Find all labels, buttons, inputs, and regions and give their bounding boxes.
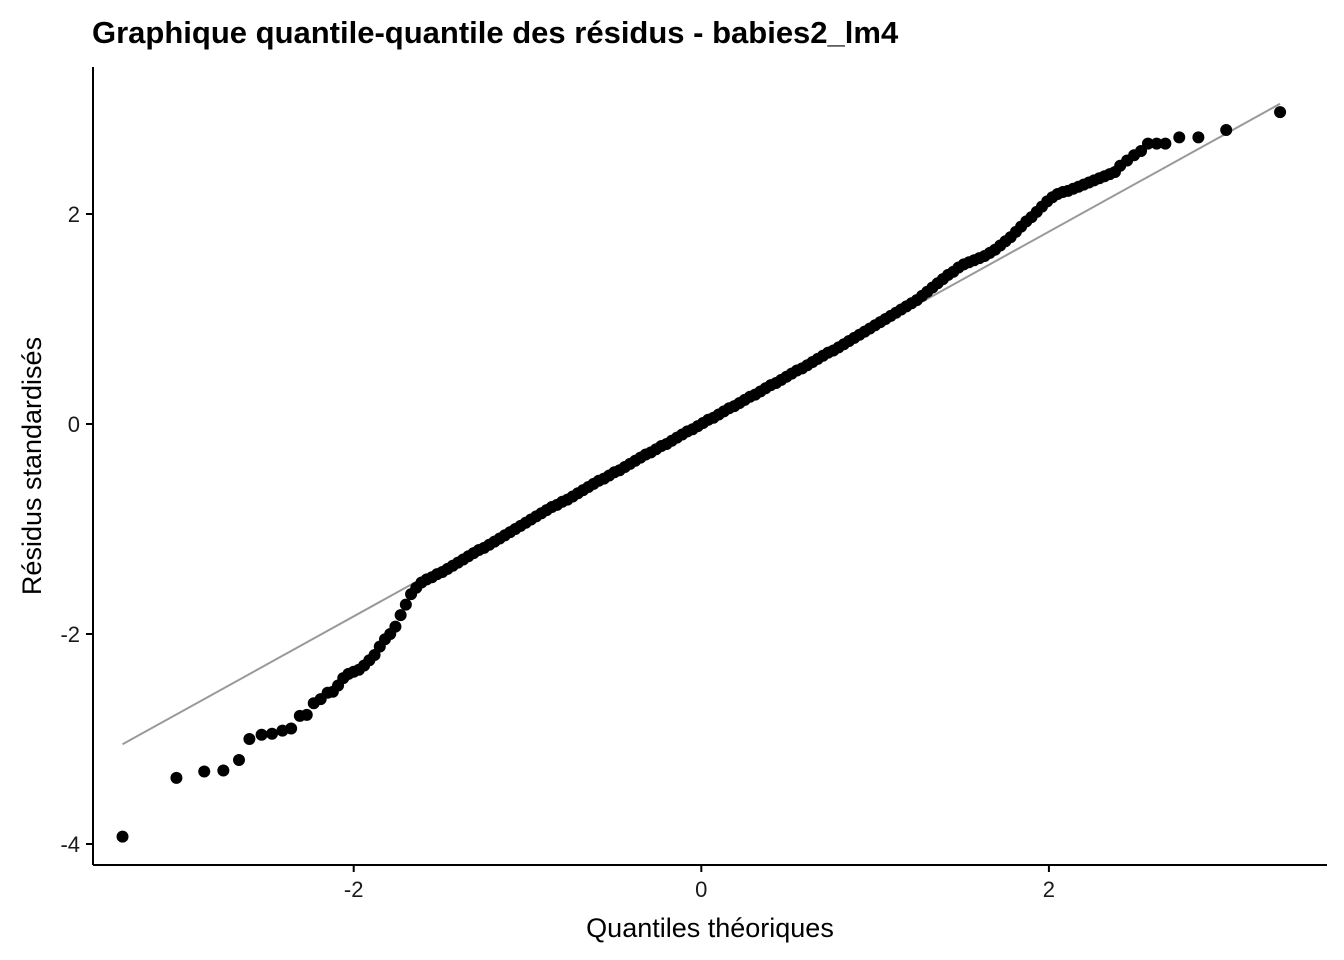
y-axis-ticks: -4 -2 0 2 <box>60 202 93 857</box>
data-point <box>170 771 183 784</box>
plot-area <box>93 67 1327 865</box>
data-point <box>1141 137 1154 150</box>
x-axis-title: Quantiles théoriques <box>586 913 834 943</box>
x-tick-label: -2 <box>344 877 364 902</box>
data-point <box>1159 137 1172 150</box>
x-tick-label: 2 <box>1043 877 1055 902</box>
y-tick-label: -4 <box>60 832 80 857</box>
data-point <box>285 722 298 735</box>
data-point <box>1220 124 1233 136</box>
data-point <box>243 733 256 745</box>
data-point <box>255 728 268 741</box>
x-tick-label: 0 <box>695 877 707 902</box>
data-point <box>394 609 407 622</box>
y-tick-label: 0 <box>68 412 80 437</box>
data-point <box>389 620 402 633</box>
data-point <box>1192 131 1205 144</box>
data-point <box>1150 137 1163 150</box>
data-point <box>232 754 245 766</box>
data-point <box>1173 131 1186 144</box>
data-point <box>116 830 129 843</box>
y-tick-label: 2 <box>68 202 80 227</box>
data-point <box>300 708 313 721</box>
x-axis-ticks: -2 0 2 <box>344 865 1055 902</box>
data-point <box>399 598 412 611</box>
data-point <box>217 764 230 777</box>
data-point <box>1274 106 1287 119</box>
points-layer <box>116 106 1287 843</box>
y-tick-label: -2 <box>60 622 80 647</box>
chart-title: Graphique quantile-quantile des résidus … <box>92 15 899 50</box>
data-point <box>198 765 211 778</box>
data-point <box>266 727 279 740</box>
y-axis-title: Résidus standardisés <box>17 337 47 595</box>
